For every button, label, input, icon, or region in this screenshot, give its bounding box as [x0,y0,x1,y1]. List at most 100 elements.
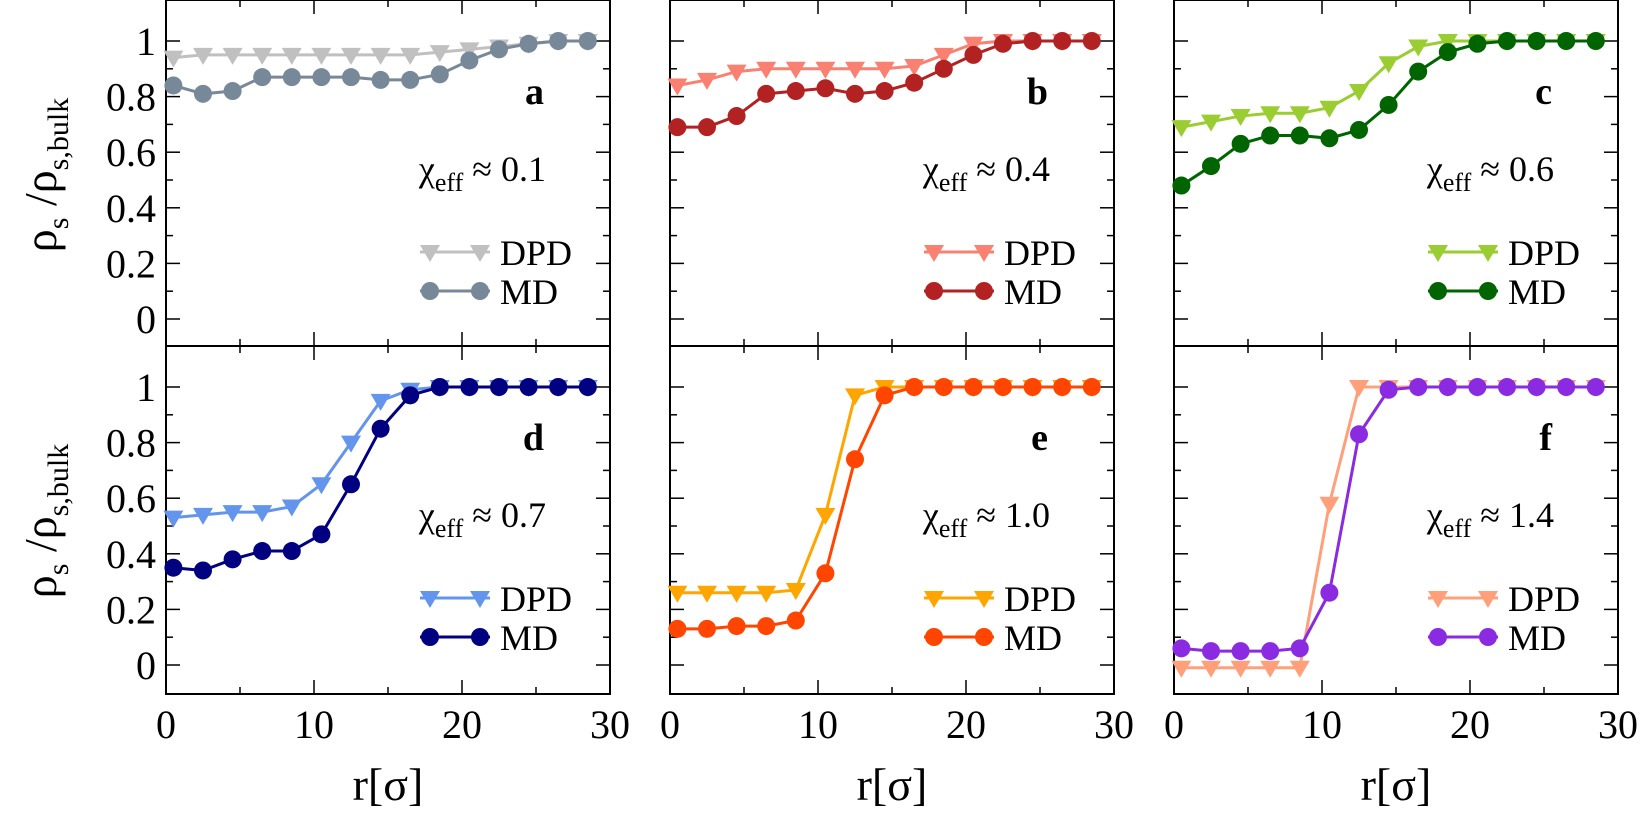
data-point-md [1409,378,1428,396]
chi-annotation: χeff ≈ 0.7 [418,495,546,543]
y-tick-label: 0.2 [106,587,156,632]
y-axis-label: ρs /ρs,bulk [15,98,75,252]
data-point-md [668,118,687,137]
data-point-dpd [1378,56,1399,74]
x-axis-label: r[σ] [1361,759,1432,810]
y-tick-label: 0.8 [106,421,156,466]
legend-marker [420,245,440,262]
data-point-dpd [815,507,836,525]
legend-marker [1428,245,1448,262]
data-point-md [875,386,894,405]
y-tick-label: 0.4 [106,532,156,577]
data-point-md [1320,583,1339,602]
data-point-md [223,550,242,569]
series-line-md [173,385,588,573]
data-point-md [401,386,420,405]
data-point-dpd [667,78,688,96]
data-point-dpd [163,510,184,528]
data-point-md [1468,34,1487,53]
data-point-md [1231,642,1250,661]
panel-letter: a [525,71,544,113]
data-point-md [1438,43,1457,62]
data-point-dpd [845,388,865,406]
data-point-md [578,378,597,396]
data-point-md [312,68,331,87]
data-point-md [1231,134,1250,153]
data-point-dpd [1319,100,1340,118]
legend-marker [421,628,439,646]
legend-marker [924,245,944,262]
data-point-dpd [785,61,806,79]
data-point-md [1586,378,1605,396]
data-point-md [1172,176,1191,195]
data-point-dpd [726,585,747,603]
data-point-md [578,32,597,50]
data-point-md [342,475,360,494]
data-point-dpd [1201,114,1221,132]
data-point-md [1468,378,1487,396]
data-point-md [1053,378,1072,396]
data-point-dpd [963,36,984,54]
data-point-md [253,68,272,87]
data-point-md [164,558,183,577]
x-tick-label: 20 [1450,702,1490,747]
data-point-md [519,378,538,396]
x-tick-label: 0 [156,702,176,747]
data-point-md [1350,120,1368,139]
legend-marker [470,245,490,262]
legend-label: MD [1508,272,1566,312]
data-point-dpd [756,61,777,79]
data-point-md [786,611,805,630]
data-point-md [816,564,835,583]
data-point-dpd [193,507,213,525]
legend-label: DPD [1508,233,1580,273]
data-point-md [490,40,508,59]
data-point-dpd [697,585,717,603]
data-point-dpd [163,50,184,68]
y-tick-label: 0.4 [106,186,156,231]
data-point-dpd [1230,109,1251,127]
data-point-md [1350,425,1368,444]
y-tick-label: 0.8 [106,75,156,120]
data-point-md [1379,95,1398,114]
panel-letter: b [1027,71,1048,113]
chi-annotation: χeff ≈ 1.4 [1426,495,1554,543]
data-point-dpd [1349,380,1369,397]
data-point-md [371,419,390,438]
data-point-dpd [193,47,213,65]
data-point-md [401,70,420,89]
legend-marker [1428,591,1448,608]
data-point-dpd [1260,106,1281,124]
data-point-md [698,619,716,638]
data-point-md [1082,378,1101,396]
data-point-md [1438,378,1457,396]
data-point-dpd [1289,106,1310,124]
x-tick-label: 20 [442,702,482,747]
data-point-md [934,378,953,396]
data-point-md [519,34,538,53]
data-point-md [994,34,1012,53]
y-tick-label: 1 [136,365,156,410]
data-point-dpd [1171,660,1192,678]
data-point-dpd [222,505,243,523]
data-point-md [312,525,331,544]
data-point-md [668,619,687,638]
legend-marker [420,591,440,608]
y-tick-label: 0.6 [106,130,156,175]
x-tick-label: 20 [946,702,986,747]
data-point-md [1498,32,1516,50]
data-point-dpd [1201,660,1221,678]
data-point-md [934,59,953,78]
y-tick-label: 0 [136,297,156,342]
data-point-md [964,378,983,396]
x-axis-label: r[σ] [353,759,424,810]
data-point-md [727,107,746,126]
legend-marker [975,282,993,300]
data-point-md [490,378,508,396]
data-point-md [194,561,212,580]
